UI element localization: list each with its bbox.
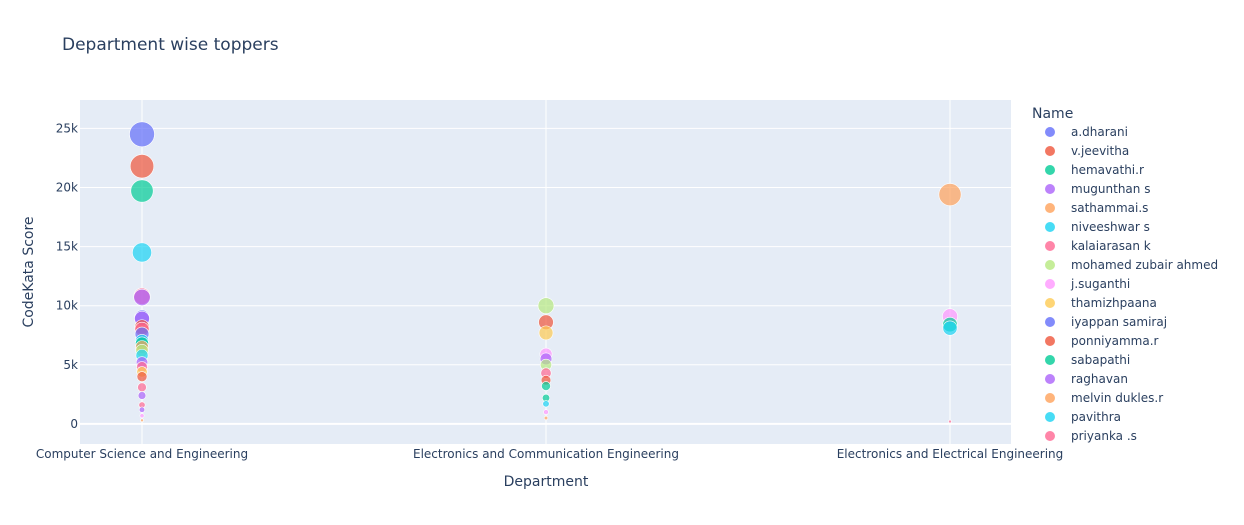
legend-marker bbox=[1045, 393, 1055, 403]
data-point[interactable] bbox=[130, 179, 154, 203]
y-tick-label: 5k bbox=[63, 358, 78, 372]
legend-marker bbox=[1045, 317, 1055, 327]
y-tick-label: 10k bbox=[56, 299, 78, 313]
legend-marker bbox=[1045, 203, 1055, 213]
legend-marker bbox=[1045, 298, 1055, 308]
data-point[interactable] bbox=[541, 381, 551, 391]
data-point[interactable] bbox=[938, 183, 962, 206]
legend-item-label[interactable]: kalaiarasan k bbox=[1071, 239, 1151, 253]
legend-title: Name bbox=[1032, 106, 1073, 122]
x-axis-title: Department bbox=[504, 474, 589, 490]
x-tick-label: Electronics and Communication Engineerin… bbox=[413, 447, 679, 461]
legend-item-label[interactable]: v.jeevitha bbox=[1071, 144, 1129, 158]
data-point[interactable] bbox=[137, 391, 147, 400]
legend-item-label[interactable]: a.dharani bbox=[1071, 125, 1128, 139]
y-axis-title: CodeKata Score bbox=[21, 216, 37, 327]
data-point[interactable] bbox=[139, 413, 145, 419]
legend-marker bbox=[1045, 241, 1055, 251]
legend-marker bbox=[1045, 184, 1055, 194]
legend-item-label[interactable]: ponniyamma.r bbox=[1071, 334, 1159, 348]
data-point[interactable] bbox=[543, 415, 549, 421]
legend-marker bbox=[1045, 355, 1055, 365]
data-point[interactable] bbox=[542, 400, 550, 408]
x-tick-labels: Computer Science and Engineering Electron… bbox=[36, 447, 1063, 461]
data-point[interactable] bbox=[129, 121, 155, 148]
chart-title: Department wise toppers bbox=[62, 35, 279, 55]
legend[interactable]: Name a.dharani v.jeevitha hemavathi.r mugun… bbox=[1032, 106, 1218, 443]
data-points bbox=[129, 121, 962, 424]
legend-item-label[interactable]: sathammai.s bbox=[1071, 201, 1148, 215]
x-tick-label: Electronics and Electrical Engineering bbox=[837, 447, 1064, 461]
legend-marker bbox=[1045, 279, 1055, 289]
y-tick-labels: 0 5k 10k 15k 20k 25k bbox=[56, 121, 78, 431]
legend-marker bbox=[1045, 336, 1055, 346]
data-point[interactable] bbox=[129, 154, 155, 179]
data-point[interactable] bbox=[138, 406, 146, 413]
data-point[interactable] bbox=[140, 418, 144, 423]
legend-marker bbox=[1045, 374, 1055, 384]
legend-marker bbox=[1045, 165, 1055, 175]
legend-item-label[interactable]: niveeshwar s bbox=[1071, 220, 1150, 234]
legend-item-label[interactable]: pavithra bbox=[1071, 410, 1121, 424]
data-point[interactable] bbox=[948, 419, 952, 424]
data-point[interactable] bbox=[537, 297, 555, 314]
legend-item-label[interactable]: priyanka .s bbox=[1071, 429, 1137, 443]
legend-item-label[interactable]: raghavan bbox=[1071, 372, 1128, 386]
data-point[interactable] bbox=[543, 409, 549, 415]
y-tick-label: 0 bbox=[70, 417, 78, 431]
data-point[interactable] bbox=[132, 242, 152, 263]
x-tick-label: Computer Science and Engineering bbox=[36, 447, 248, 461]
legend-item-label[interactable]: j.suganthi bbox=[1070, 277, 1130, 291]
data-point[interactable] bbox=[137, 382, 147, 393]
data-point[interactable] bbox=[136, 371, 148, 382]
legend-item-label[interactable]: sabapathi bbox=[1071, 353, 1130, 367]
data-point[interactable] bbox=[942, 320, 958, 336]
legend-marker bbox=[1045, 412, 1055, 422]
legend-item-label[interactable]: mugunthan s bbox=[1071, 182, 1150, 196]
legend-marker bbox=[1045, 146, 1055, 156]
legend-item-label[interactable]: melvin dukles.r bbox=[1071, 391, 1163, 405]
legend-marker bbox=[1045, 222, 1055, 232]
legend-item-label[interactable]: mohamed zubair ahmed bbox=[1071, 258, 1218, 272]
legend-marker bbox=[1045, 260, 1055, 270]
y-tick-label: 25k bbox=[56, 121, 78, 135]
legend-marker bbox=[1045, 127, 1055, 137]
data-point[interactable] bbox=[538, 325, 554, 341]
legend-marker bbox=[1045, 431, 1055, 441]
y-tick-label: 15k bbox=[56, 240, 78, 254]
y-tick-label: 20k bbox=[56, 180, 78, 194]
legend-item-label[interactable]: iyappan samiraj bbox=[1071, 315, 1167, 329]
legend-item-label[interactable]: thamizhpaana bbox=[1071, 296, 1157, 310]
data-point[interactable] bbox=[133, 288, 151, 306]
legend-item-label[interactable]: hemavathi.r bbox=[1071, 163, 1144, 177]
